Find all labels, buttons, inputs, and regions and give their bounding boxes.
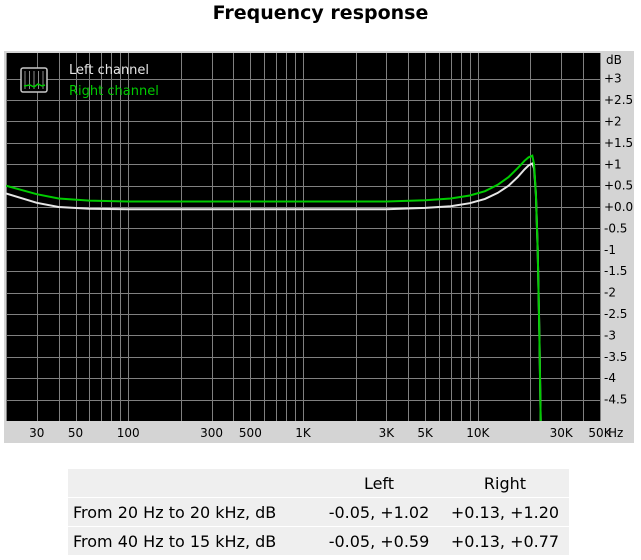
x-tick-label: 30 xyxy=(29,426,44,440)
table-cell-range: From 40 Hz to 15 kHz, dB xyxy=(73,531,277,551)
x-tick-label: 100 xyxy=(117,426,140,440)
table-cell-right: +0.13, +1.20 xyxy=(450,502,560,522)
y-tick-label: -1 xyxy=(604,243,616,257)
y-tick-label: -3 xyxy=(604,328,616,342)
frequency-response-chart: +3 +2.5 +2 +1.5 +1 +0.5 +0.0 -0.5 -1 -1.5 -2 -2.5 -3… xyxy=(6,53,633,440)
table-cell-left: -0.05, +0.59 xyxy=(328,531,430,551)
x-tick-label: 50K xyxy=(588,426,612,440)
y-tick-label: +2 xyxy=(604,114,622,128)
x-tick-label: 300 xyxy=(200,426,223,440)
y-axis-label: dB xyxy=(606,53,622,67)
table-cell-range: From 20 Hz to 20 kHz, dB xyxy=(73,502,277,522)
table-header-cell xyxy=(68,469,317,497)
y-tick-label: +1.5 xyxy=(604,136,633,150)
y-tick-label: -1.5 xyxy=(604,264,627,278)
table-row: From 40 Hz to 15 kHz, dB -0.05, +0.59 +0… xyxy=(68,527,569,555)
y-tick-label: -2 xyxy=(604,286,616,300)
table-header-left: Left xyxy=(363,473,395,493)
chart-panel: +3 +2.5 +2 +1.5 +1 +0.5 +0.0 -0.5 -1 -1.5 -2 -2.5 -3… xyxy=(4,51,634,443)
x-tick-label: 3K xyxy=(379,426,396,440)
series-line-right xyxy=(6,154,542,421)
x-tick-label: 50 xyxy=(68,426,83,440)
x-tick-label: 5K xyxy=(417,426,434,440)
x-tick-label: 10K xyxy=(466,426,490,440)
y-tick-label: -0.5 xyxy=(604,221,627,235)
y-tick-label: +2.5 xyxy=(604,93,633,107)
y-tick-label: -2.5 xyxy=(604,307,627,321)
y-tick-label: +0.0 xyxy=(604,200,633,214)
legend-label-left: Left channel xyxy=(69,63,149,78)
y-tick-label: -4 xyxy=(604,371,616,385)
table-cell-right: +0.13, +0.77 xyxy=(450,531,560,551)
y-tick-label: -4.5 xyxy=(604,393,627,407)
y-tick-label: -3.5 xyxy=(604,350,627,364)
y-tick-label: +1 xyxy=(604,157,622,171)
x-tick-label: 500 xyxy=(239,426,262,440)
table-row: From 20 Hz to 20 kHz, dB -0.05, +1.02 +0… xyxy=(68,498,569,526)
summary-table: Left Right From 20 Hz to 20 kHz, dB -0.0… xyxy=(68,469,569,555)
table-cell-left: -0.05, +1.02 xyxy=(328,502,430,522)
legend-icon-trace xyxy=(23,83,46,88)
x-tick-label: 30K xyxy=(550,426,574,440)
x-tick-label: 1K xyxy=(295,426,312,440)
y-tick-label: +0.5 xyxy=(604,179,633,193)
chart-title: Frequency response xyxy=(212,2,429,24)
y-tick-label: +3 xyxy=(604,72,622,86)
table-header-right: Right xyxy=(483,473,527,493)
x-axis-label: Hz xyxy=(608,426,623,440)
table-header-row: Left Right xyxy=(68,469,569,497)
legend-label-right: Right channel xyxy=(69,84,159,99)
